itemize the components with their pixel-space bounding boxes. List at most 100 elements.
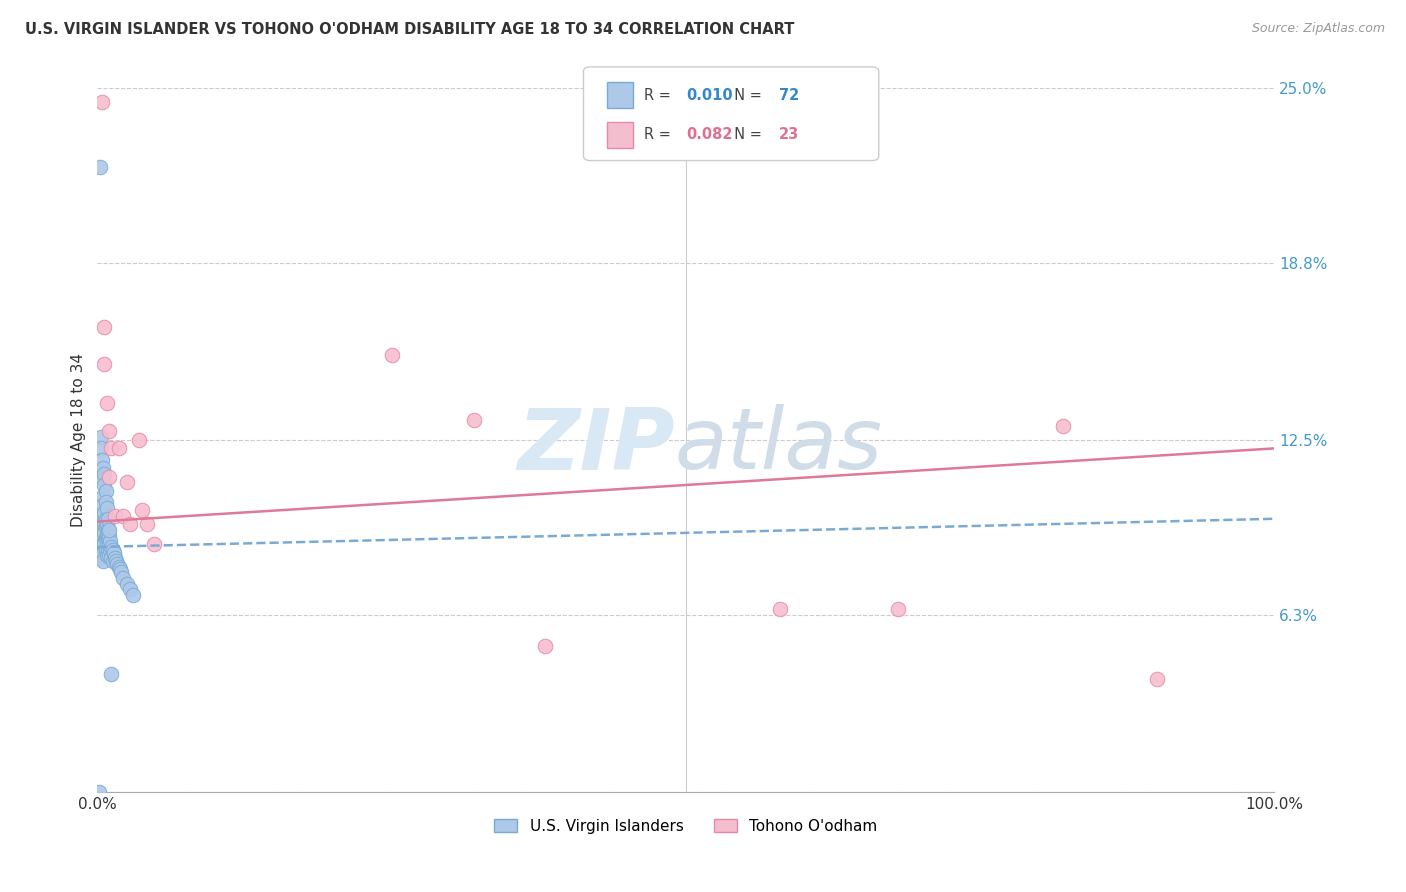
Point [93, 525, 115, 540]
Point [94, 532, 117, 546]
Text: N =: N = [725, 128, 768, 143]
Point [90, 523, 112, 537]
Point [91, 515, 114, 529]
Text: Source: ZipAtlas.com: Source: ZipAtlas.com [1251, 22, 1385, 36]
Point [97, 523, 120, 537]
Point [91, 489, 114, 503]
Text: ZIP: ZIP [517, 404, 675, 488]
Point [91, 537, 114, 551]
Text: U.S. VIRGIN ISLANDER VS TOHONO O'ODHAM DISABILITY AGE 18 TO 34 CORRELATION CHART: U.S. VIRGIN ISLANDER VS TOHONO O'ODHAM D… [25, 22, 794, 37]
Point [89, 525, 111, 540]
Point [94, 542, 117, 557]
Point [98, 425, 121, 439]
Point [105, 554, 128, 568]
Point [98, 469, 121, 483]
Text: 0.010: 0.010 [686, 87, 733, 103]
Point [100, 442, 122, 456]
Point [89, 160, 111, 174]
Point [91, 506, 114, 520]
Point [96, 529, 118, 543]
Point [104, 508, 127, 523]
Point [97, 532, 120, 546]
Point [90, 532, 112, 546]
Point [107, 442, 129, 456]
Point [91, 452, 114, 467]
Point [96, 517, 118, 532]
Point [101, 554, 124, 568]
Point [131, 503, 153, 517]
Point [90, 430, 112, 444]
Point [115, 576, 138, 591]
Point [120, 582, 142, 597]
Point [769, 602, 792, 616]
Point [93, 357, 115, 371]
Text: R =: R = [644, 128, 675, 143]
Text: N =: N = [725, 87, 768, 103]
Point [98, 542, 121, 557]
Point [89, 517, 111, 532]
Point [107, 559, 129, 574]
Point [91, 529, 114, 543]
Point [110, 566, 132, 580]
Point [91, 95, 114, 109]
Point [89, 537, 111, 551]
Point [96, 537, 118, 551]
Point [98, 534, 121, 549]
Point [120, 517, 142, 532]
Text: 72: 72 [779, 87, 799, 103]
Point [887, 602, 910, 616]
Point [90, 551, 112, 566]
Point [91, 549, 114, 563]
Point [96, 549, 118, 563]
Point [89, 508, 111, 523]
Point [108, 562, 131, 576]
Point [97, 512, 120, 526]
Point [91, 554, 114, 568]
Point [91, 498, 114, 512]
Point [142, 537, 165, 551]
Point [91, 461, 114, 475]
Point [381, 348, 404, 362]
Point [93, 467, 115, 481]
Text: R =: R = [644, 87, 675, 103]
Point [101, 542, 124, 557]
Point [100, 666, 122, 681]
Point [112, 571, 135, 585]
Point [105, 557, 128, 571]
Point [91, 537, 114, 551]
Point [135, 517, 157, 532]
Point [463, 413, 485, 427]
Point [94, 520, 117, 534]
Text: 0.082: 0.082 [686, 128, 733, 143]
Point [98, 537, 121, 551]
Point [128, 433, 150, 447]
Point [98, 529, 121, 543]
Point [90, 442, 112, 456]
Y-axis label: Disability Age 18 to 34: Disability Age 18 to 34 [72, 353, 86, 527]
Point [533, 639, 555, 653]
Point [103, 545, 125, 559]
Point [100, 540, 122, 554]
Legend: U.S. Virgin Islanders, Tohono O'odham: U.S. Virgin Islanders, Tohono O'odham [495, 819, 877, 834]
Point [121, 588, 143, 602]
Point [87, 785, 110, 799]
Point [1146, 673, 1168, 687]
Point [90, 540, 112, 554]
Point [93, 537, 115, 551]
Point [93, 506, 115, 520]
Point [96, 396, 118, 410]
Point [1052, 418, 1074, 433]
Point [94, 512, 117, 526]
Point [91, 517, 114, 532]
Point [89, 545, 111, 559]
Point [98, 523, 121, 537]
Point [100, 551, 122, 566]
Point [98, 549, 121, 563]
Point [97, 542, 120, 557]
Point [93, 478, 115, 492]
Point [94, 495, 117, 509]
Point [91, 508, 114, 523]
Point [104, 551, 127, 566]
Point [115, 475, 138, 490]
Point [91, 529, 114, 543]
